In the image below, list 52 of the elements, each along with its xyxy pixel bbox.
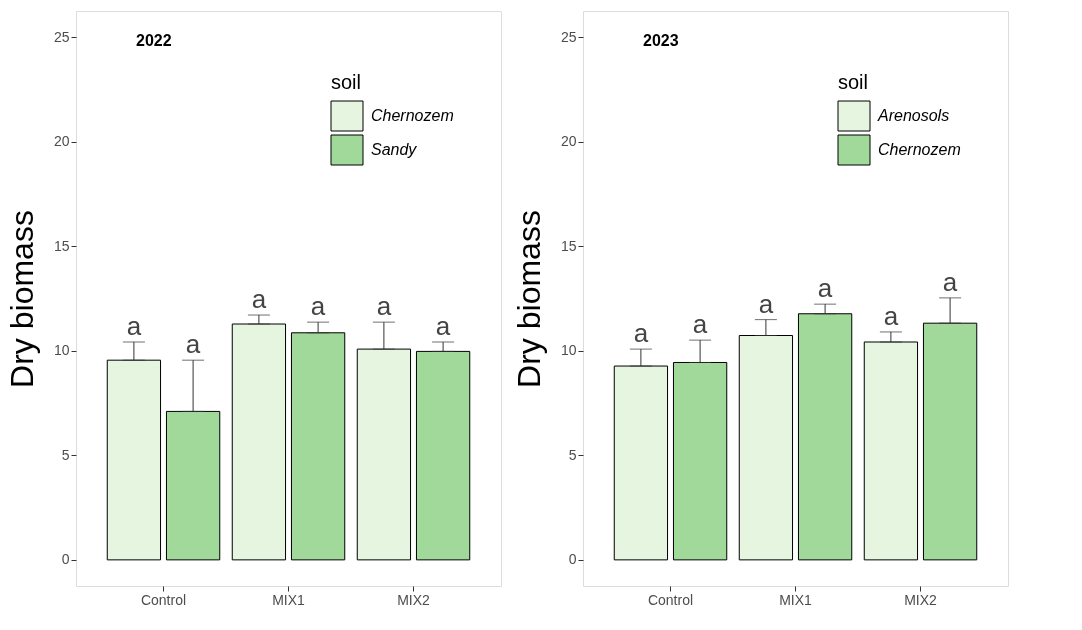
data-label: a	[942, 266, 958, 297]
x-tick-label: Control	[140, 591, 187, 608]
y-tick-label: 25	[53, 28, 70, 45]
legend-label: Arenosols	[877, 107, 950, 124]
y-tick-label: 10	[560, 342, 577, 359]
y-tick-label: 5	[568, 446, 577, 463]
bar	[356, 348, 412, 561]
bar	[613, 365, 669, 561]
data-label: a	[758, 288, 774, 319]
y-tick-label: 15	[560, 237, 577, 254]
y-tick-label: 15	[53, 237, 70, 254]
bar	[738, 335, 794, 561]
y-tick-label: 0	[61, 551, 70, 568]
x-tick-label: MIX2	[904, 591, 938, 608]
data-label: a	[376, 291, 392, 322]
y-tick-label: 10	[53, 342, 70, 359]
y-tick-label: 20	[53, 133, 70, 150]
data-label: a	[633, 318, 649, 349]
data-label: a	[185, 329, 201, 360]
data-label: a	[435, 310, 451, 341]
y-tick-label: 0	[568, 551, 577, 568]
data-label: a	[817, 273, 833, 304]
bar	[415, 350, 471, 561]
y-tick-label: 25	[560, 28, 577, 45]
x-tick-label: MIX1	[272, 591, 306, 608]
bar	[863, 341, 919, 561]
bar	[922, 322, 978, 561]
legend-title: soil	[331, 71, 362, 93]
bar	[231, 323, 287, 561]
data-label: a	[692, 309, 708, 340]
data-label: a	[310, 291, 326, 322]
bar	[106, 359, 162, 561]
bar	[290, 332, 346, 561]
x-tick-label: Control	[647, 591, 694, 608]
data-label: a	[251, 284, 267, 315]
y-axis-title: Dry biomass	[510, 210, 547, 388]
bar	[165, 410, 221, 561]
x-tick-label: MIX2	[397, 591, 431, 608]
legend-label: Chernozem	[371, 107, 454, 124]
data-label: a	[883, 300, 899, 331]
bar	[797, 313, 853, 561]
y-tick-label: 20	[560, 133, 577, 150]
legend-title: soil	[838, 71, 869, 93]
data-label: a	[126, 310, 142, 341]
legend-label: Chernozem	[878, 141, 961, 158]
x-tick-label: MIX1	[779, 591, 813, 608]
y-tick-label: 5	[61, 446, 70, 463]
legend-label: Sandy	[371, 141, 418, 158]
bar	[672, 361, 728, 561]
text: 2023	[643, 32, 679, 49]
y-axis-title: Dry biomass	[3, 210, 40, 388]
text: 2022	[136, 32, 172, 49]
